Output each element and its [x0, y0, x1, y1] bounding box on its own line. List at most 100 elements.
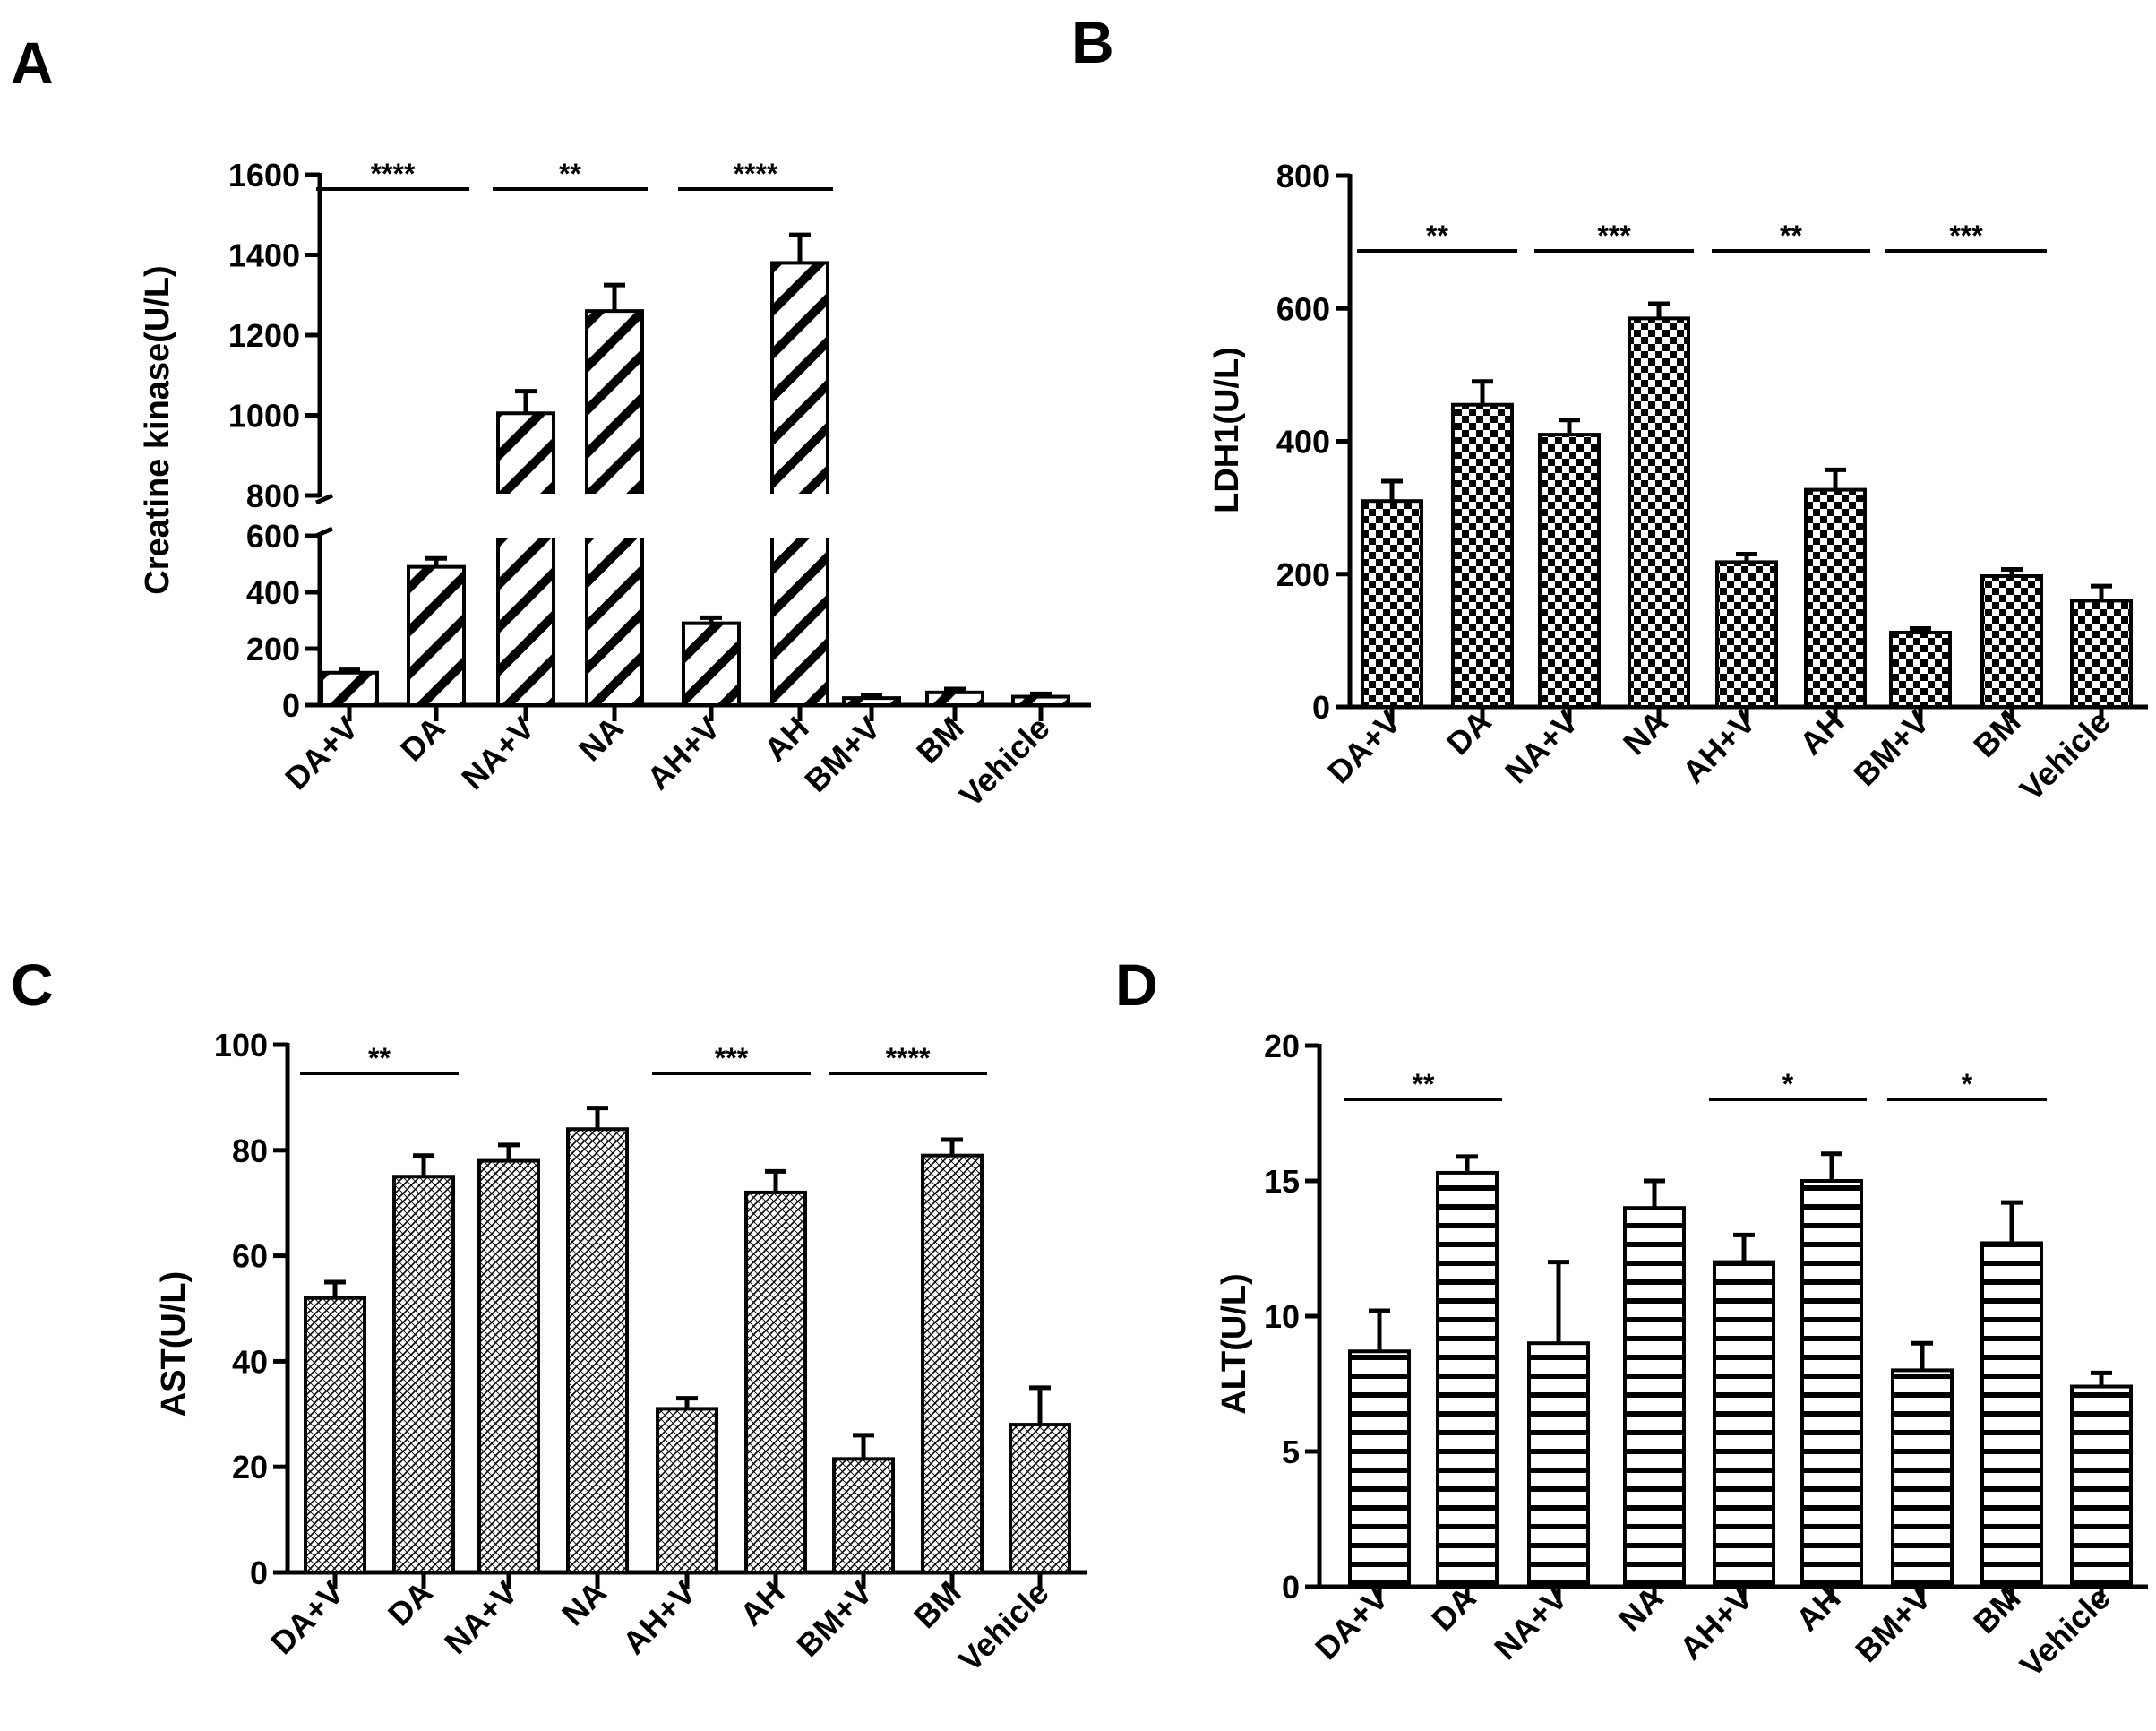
- x-tick-label: DA+V: [1308, 1580, 1396, 1667]
- bar: [1451, 402, 1514, 709]
- bar: [1628, 316, 1690, 709]
- bar: [770, 534, 829, 707]
- bar: [925, 690, 984, 708]
- bar: [392, 1175, 455, 1574]
- bar: [2070, 599, 2133, 710]
- significance-label: ***: [715, 1042, 749, 1074]
- creatine-kinase-chart: 0 200 400 600 800 1000 1200 1400 1600 Creatine ki…: [139, 157, 1091, 814]
- axis-break-mark: [314, 493, 334, 505]
- bar: [407, 564, 466, 708]
- significance-label: **: [1413, 1068, 1435, 1100]
- y-tick-label: 0: [282, 687, 300, 724]
- x-tick-label: AH+V: [1672, 1580, 1760, 1667]
- panel-label-d: D: [1115, 952, 1158, 1018]
- bar: [1713, 1260, 1775, 1589]
- panel-a: A 0 200 400 600 800 1000 1200 1400 1600 Creatine …: [11, 30, 1091, 814]
- x-tick-label: DA+V: [263, 1574, 351, 1662]
- x-tick-label: BM+V: [1848, 1580, 1937, 1669]
- x-tick-label: Vehicle: [2013, 1580, 2117, 1684]
- y-tick-label: 400: [246, 574, 300, 611]
- bar: [1009, 1423, 1071, 1574]
- bar: [304, 1296, 366, 1574]
- bar: [1623, 1206, 1686, 1589]
- x-tick-label: BM: [909, 710, 971, 771]
- significance-label: *: [1962, 1068, 1973, 1100]
- bar: [585, 309, 644, 497]
- x-tick-label: NA+V: [1487, 1580, 1575, 1667]
- bar: [2070, 1384, 2133, 1589]
- bar: [1891, 1368, 1954, 1589]
- y-tick-label: 5: [1282, 1434, 1300, 1470]
- y-tick-label: 15: [1264, 1163, 1300, 1200]
- bar: [921, 1153, 984, 1574]
- bar-break-mask: [495, 533, 556, 538]
- significance-label: ***: [1597, 220, 1631, 252]
- x-tick-label: NA: [571, 710, 631, 769]
- y-tick-label: 100: [214, 1027, 268, 1064]
- x-tick-label: BM+V: [1846, 703, 1936, 793]
- x-tick-label: BM+V: [797, 710, 887, 799]
- y-tick-label: 0: [1282, 1569, 1300, 1606]
- x-tick-label: AH: [733, 1574, 792, 1633]
- bar: [1800, 1179, 1863, 1589]
- bar: [496, 411, 555, 498]
- bar: [1715, 560, 1778, 709]
- x-tick-label: NA: [1616, 703, 1675, 762]
- bar: [320, 670, 379, 708]
- bar: [1011, 694, 1070, 707]
- x-tick-label: NA: [554, 1574, 614, 1633]
- bar: [1538, 433, 1601, 709]
- y-tick-label: 1200: [228, 317, 300, 354]
- y-tick-label: 0: [1312, 689, 1330, 726]
- x-tick-label: AH: [1792, 703, 1851, 762]
- ldh1-chart: 0 200 400 600 800 LDH1(U/L) DA+V DA NA+V NA AH+V AH…: [1208, 158, 2148, 807]
- x-tick-label: DA: [393, 710, 452, 769]
- panel-label-a: A: [11, 30, 54, 96]
- bar-break-mask: [769, 533, 830, 538]
- x-tick-label: Vehicle: [952, 710, 1057, 814]
- y-tick-label: 20: [232, 1449, 268, 1486]
- bar: [682, 621, 741, 708]
- bar: [1527, 1341, 1590, 1589]
- bar: [496, 534, 555, 707]
- bar-break-mask: [584, 533, 645, 538]
- bar: [1348, 1349, 1411, 1589]
- significance-label: *: [1782, 1068, 1794, 1100]
- x-tick-label: AH+V: [1675, 703, 1763, 791]
- significance-label: **: [368, 1042, 391, 1074]
- y-axis-title: Creatine kinase(U/L): [139, 265, 176, 594]
- axis-break-mark: [314, 526, 334, 538]
- significance-label: ****: [886, 1042, 931, 1074]
- y-tick-label: 200: [1276, 556, 1330, 593]
- y-tick-label: 600: [246, 518, 300, 555]
- x-tick-label: BM+V: [789, 1574, 879, 1664]
- bar: [770, 261, 829, 497]
- x-tick-label: BM: [906, 1574, 968, 1636]
- bar: [744, 1190, 807, 1575]
- x-tick-label: DA: [381, 1574, 440, 1633]
- bar-break-mask: [769, 494, 830, 498]
- bar-break-mask: [584, 494, 645, 498]
- bar: [1436, 1170, 1499, 1589]
- y-axis-title: AST(U/L): [155, 1271, 193, 1417]
- bar: [832, 1457, 895, 1574]
- significance-label: **: [559, 158, 581, 190]
- x-tick-label: Vehicle: [951, 1574, 1056, 1679]
- y-tick-label: 10: [1264, 1298, 1300, 1335]
- bar: [1361, 499, 1423, 710]
- y-tick-label: 1600: [228, 157, 300, 194]
- bar: [477, 1158, 540, 1574]
- y-tick-label: 800: [1276, 158, 1330, 194]
- x-tick-label: AH+V: [640, 710, 727, 797]
- x-tick-label: Vehicle: [2013, 703, 2117, 808]
- y-tick-label: 400: [1276, 424, 1330, 461]
- panel-label-c: C: [11, 952, 54, 1018]
- y-tick-label: 800: [246, 478, 300, 514]
- y-tick-label: 0: [250, 1554, 268, 1591]
- bar-break-mask: [495, 494, 556, 498]
- bar: [585, 534, 644, 707]
- panel-b: B 0 200 400 600 800 LDH1(U/L) DA+V DA NA+V NA AH+V…: [1071, 9, 2148, 807]
